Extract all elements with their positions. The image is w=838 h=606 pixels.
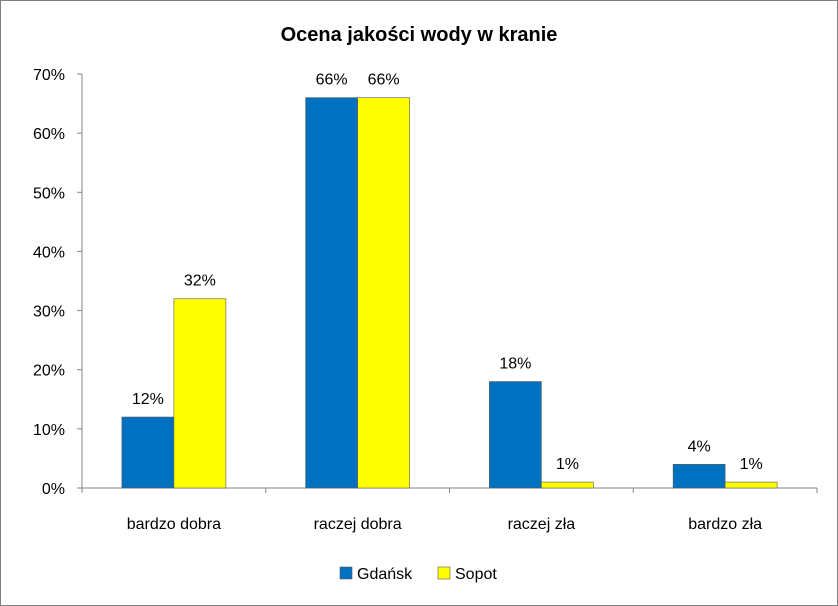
data-label: 66% [368,72,400,89]
data-label: 18% [499,356,531,373]
bar-gdansk [121,416,175,489]
y-tick-label: 40% [33,244,65,261]
bar-sopot [173,298,227,489]
bar-sopot [357,97,410,489]
data-labels-group: 12% 66% 18% 4% 32% 66% 1% 1% [132,72,763,473]
y-tick-label: 20% [33,363,65,380]
data-label: 4% [688,438,711,455]
y-tick-label: 60% [33,126,65,143]
bar-gdansk [672,464,726,489]
y-tick-label: 10% [33,422,65,439]
data-label: 12% [132,391,164,408]
bars-group [121,97,778,489]
x-category-label: bardzo zła [688,516,762,533]
bar-gdansk [489,381,542,489]
y-tick-label: 70% [33,67,65,84]
x-category-label: raczej zła [508,516,576,533]
bar-sopot [724,481,778,489]
x-axis: bardzo dobra raczej dobra raczej zła bardzo… [77,487,818,533]
legend-swatch [437,566,451,580]
bar-gdansk [305,97,358,489]
x-category-label: bardzo dobra [127,516,221,533]
chart-title: Ocena jakości wody w kranie [281,24,558,46]
y-tick-label: 0% [42,481,65,498]
data-label: 1% [556,456,579,473]
data-label: 66% [316,72,348,89]
x-category-label: raczej dobra [314,516,402,533]
bar-sopot [541,481,594,489]
legend-swatch [339,566,353,580]
legend-label: Sopot [455,566,497,583]
legend: Gdańsk Sopot [339,566,497,583]
y-tick-label: 30% [33,304,65,321]
legend-label: Gdańsk [357,566,413,583]
data-label: 32% [184,273,216,290]
y-tick-label: 50% [33,185,65,202]
y-axis: 0% 10% 20% 30% 40% 50% 60% 70% [33,67,83,498]
data-label: 1% [740,456,763,473]
